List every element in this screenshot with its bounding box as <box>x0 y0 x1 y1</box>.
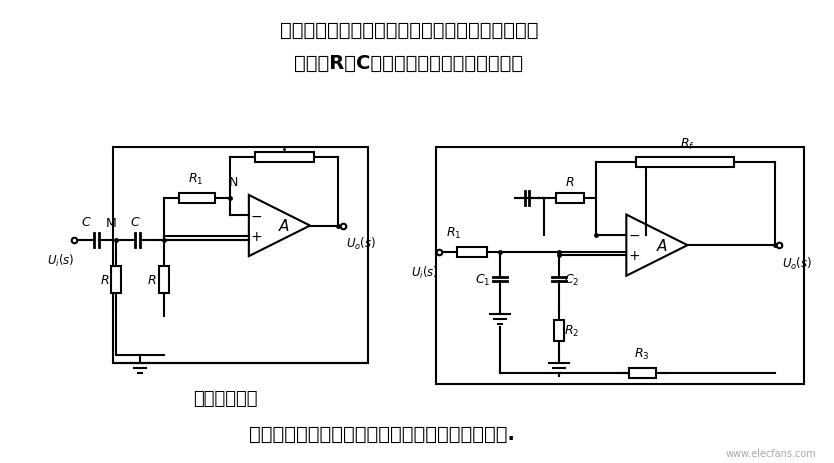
Text: 电路中R和C互换即可得到高通滤波电路。: 电路中R和C互换即可得到高通滤波电路。 <box>294 54 524 73</box>
Text: A: A <box>656 238 667 253</box>
Bar <box>457 248 487 257</box>
Text: $R_2$: $R_2$ <box>564 323 579 338</box>
Text: $R_3$: $R_3$ <box>635 346 650 361</box>
Text: R: R <box>101 273 109 286</box>
Text: $R_1$: $R_1$ <box>446 225 462 241</box>
Bar <box>636 157 735 167</box>
Bar <box>111 266 121 294</box>
Text: −: − <box>628 228 640 243</box>
Text: $R_1$: $R_1$ <box>188 172 203 187</box>
Bar <box>555 194 585 204</box>
Text: A: A <box>279 219 289 233</box>
Text: 实用二阶高通: 实用二阶高通 <box>193 389 258 407</box>
Text: $U_i(s)$: $U_i(s)$ <box>411 264 439 280</box>
Text: $R_f$: $R_f$ <box>681 137 696 152</box>
Text: 高通滤波电路与低通滤波电路具有对偶性，把低通: 高通滤波电路与低通滤波电路具有对偶性，把低通 <box>279 20 538 39</box>
Bar <box>178 194 215 204</box>
Text: $U_i(s)$: $U_i(s)$ <box>47 252 74 269</box>
Text: R: R <box>148 273 156 286</box>
Text: C: C <box>82 215 91 228</box>
Text: www.elecfans.com: www.elecfans.com <box>726 448 816 458</box>
Text: 将高通和低通电路适当组合即可得到带通滤波电路.: 将高通和低通电路适当组合即可得到带通滤波电路. <box>249 424 515 443</box>
Text: N: N <box>229 176 238 189</box>
Text: R: R <box>565 176 575 189</box>
Text: C: C <box>131 215 139 228</box>
Text: M: M <box>105 217 116 230</box>
Bar <box>436 148 804 385</box>
Text: $U_o(s)$: $U_o(s)$ <box>782 256 812 271</box>
Text: $C_1$: $C_1$ <box>475 272 490 288</box>
Bar <box>554 320 564 342</box>
Bar <box>158 266 168 294</box>
Bar <box>629 368 656 378</box>
Text: +: + <box>628 249 640 263</box>
Text: $U_o(s)$: $U_o(s)$ <box>346 236 376 252</box>
Text: +: + <box>251 229 263 243</box>
Bar <box>113 148 368 363</box>
Text: $C_2$: $C_2$ <box>564 272 579 288</box>
Text: −: − <box>251 209 263 223</box>
Bar <box>254 153 314 163</box>
